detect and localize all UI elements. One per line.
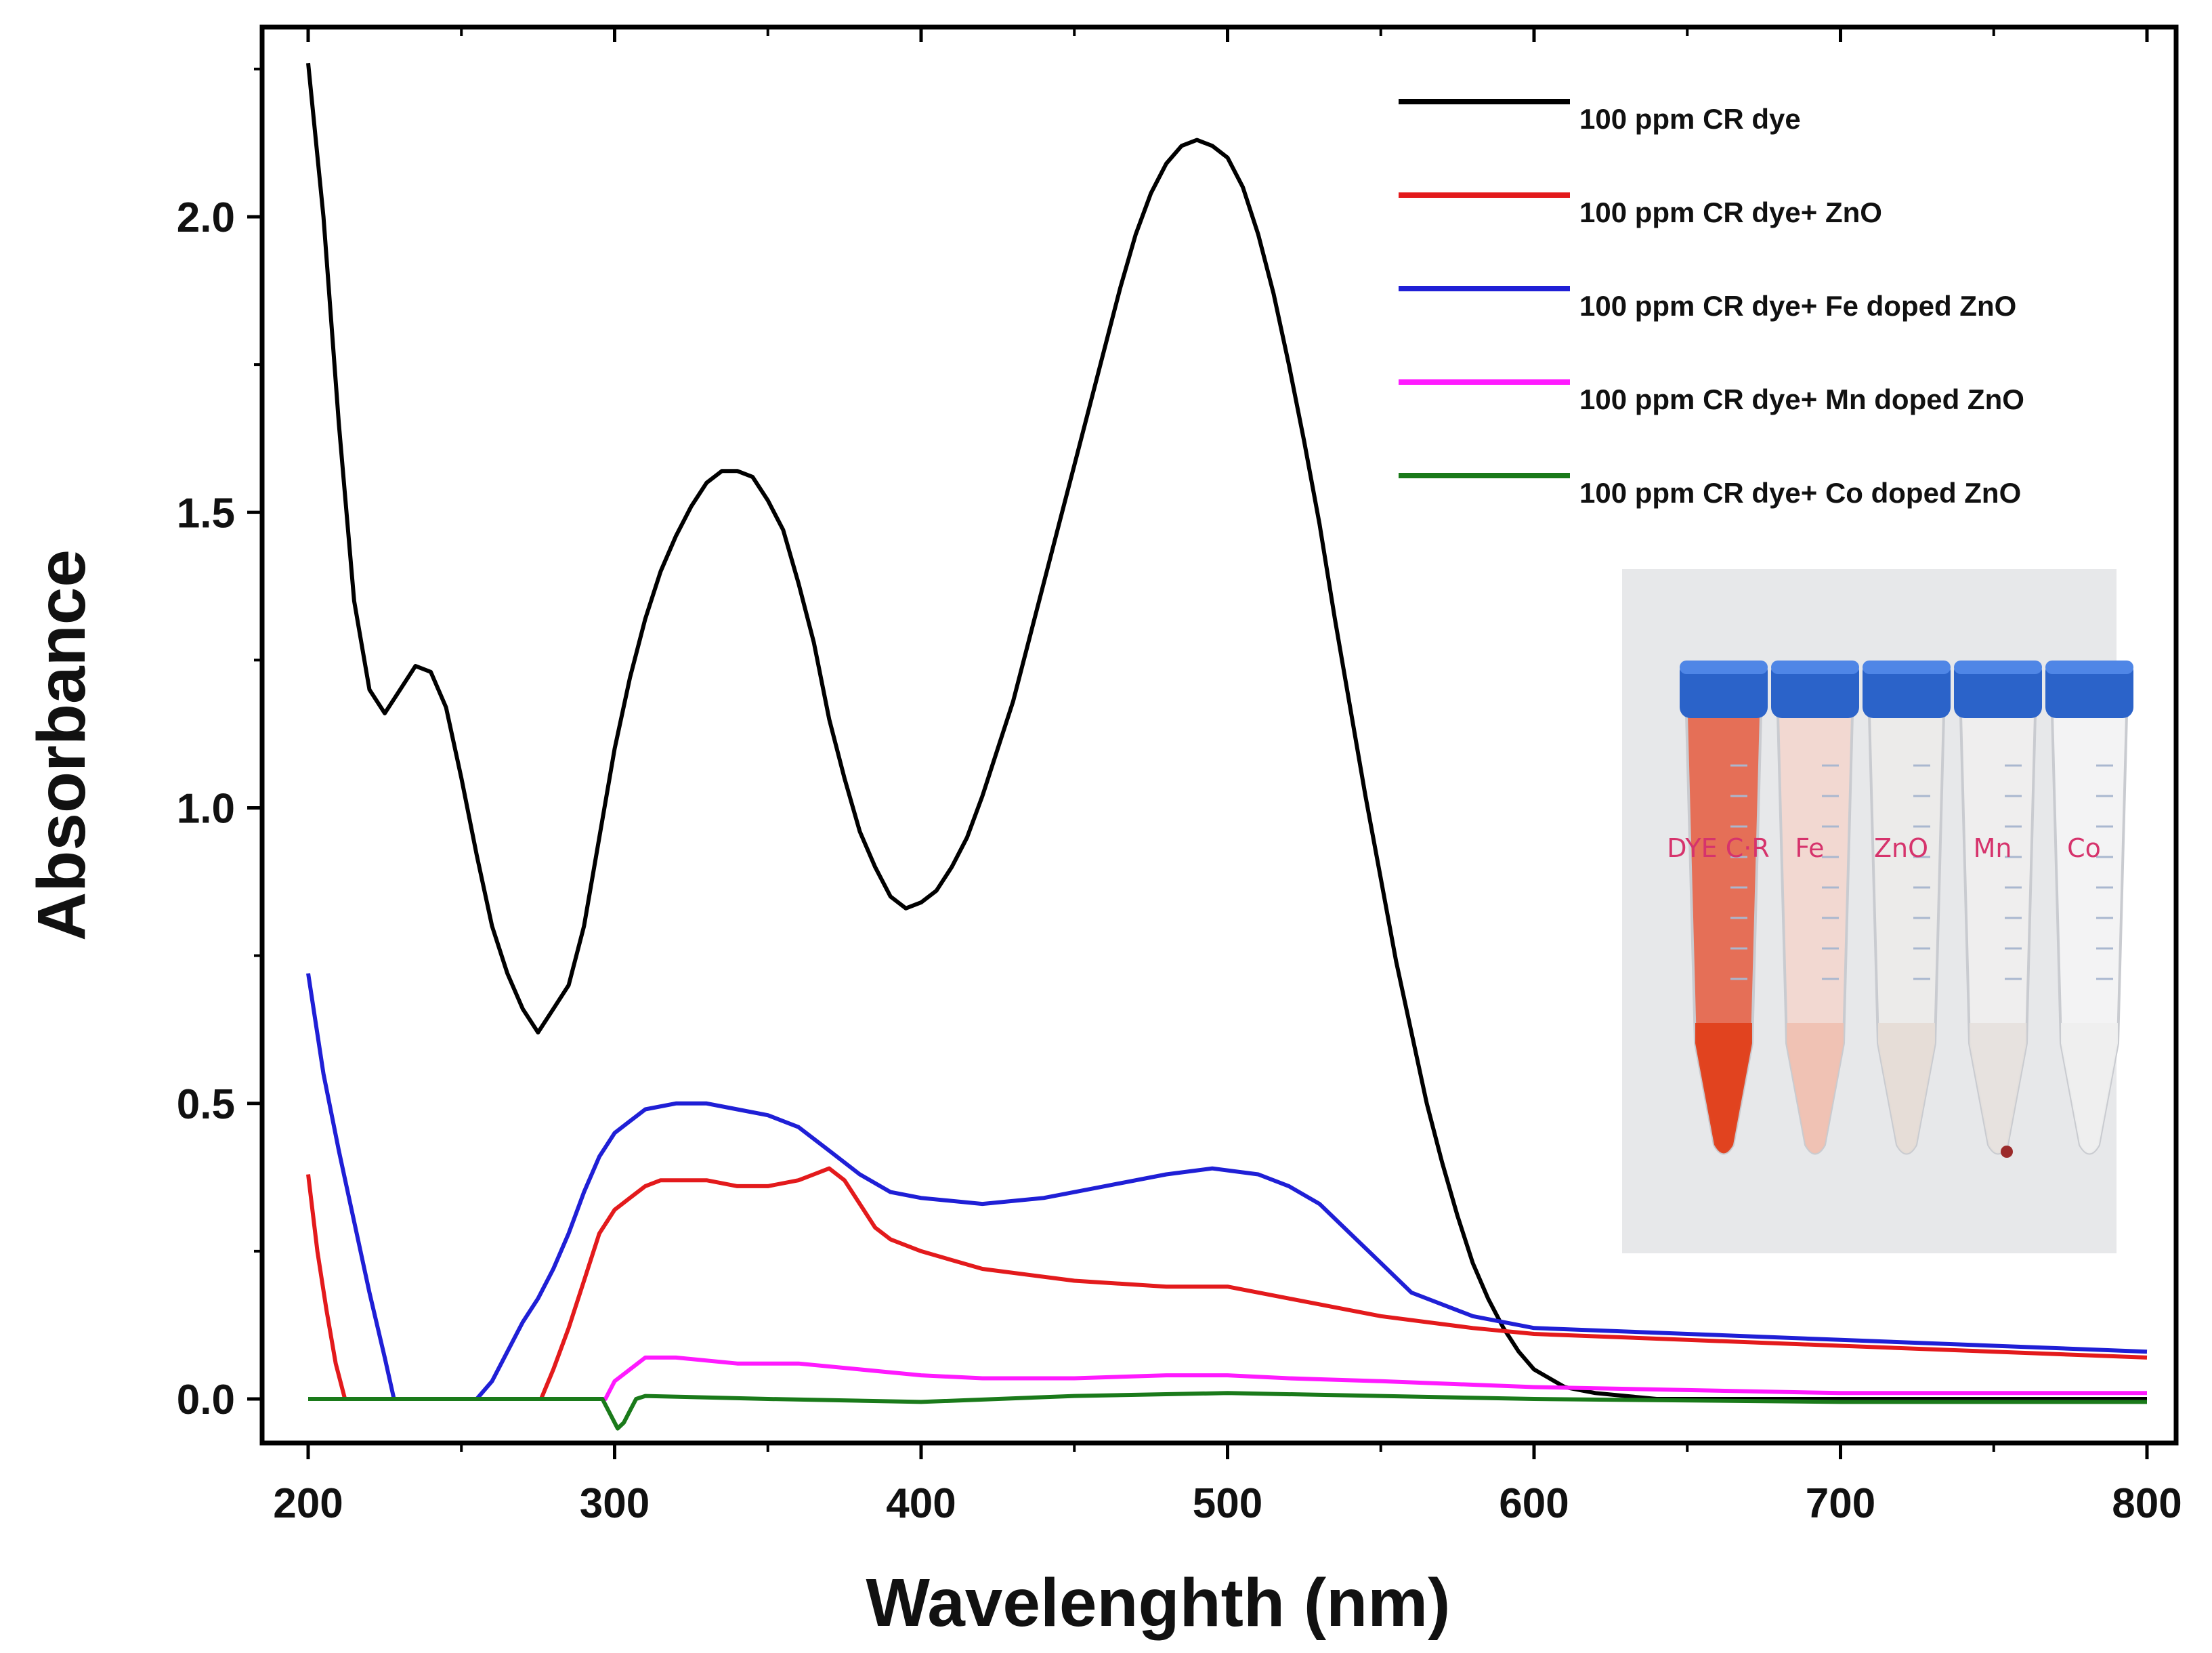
tube-cap-highlight — [2045, 661, 2133, 674]
sediment-dot — [2001, 1146, 2013, 1158]
y-tick-label: 2.0 — [177, 194, 235, 241]
x-tick-label: 800 — [2112, 1480, 2182, 1527]
legend-label-1: 100 ppm CR dye — [1579, 103, 1801, 135]
tube-label: ZnO — [1874, 833, 1928, 863]
legend-label-5: 100 ppm CR dye+ Co doped ZnO — [1579, 477, 2021, 509]
tube-label: Fe — [1795, 833, 1824, 863]
series-line-5 — [308, 1391, 2147, 1431]
tube-1: DYE C·R — [1667, 661, 1770, 1155]
tube-cap-highlight — [1680, 661, 1768, 674]
tube-cap — [1680, 661, 1768, 718]
y-tick-label: 1.0 — [177, 786, 235, 833]
plot-frame — [259, 24, 2179, 1446]
tube-cap-highlight — [1771, 661, 1859, 674]
tube-cap — [2045, 661, 2133, 718]
tube-2: Fe — [1771, 661, 1859, 1155]
tube-liquid — [1695, 1023, 1752, 1154]
y-tick-label: 1.5 — [177, 490, 235, 537]
legend-label-3: 100 ppm CR dye+ Fe doped ZnO — [1579, 290, 2016, 322]
y-axis-ticks: 0.0 0.5 1.0 1.5 2.0 — [177, 67, 262, 1423]
series-line-3 — [306, 973, 2148, 1401]
x-tick-label: 200 — [273, 1480, 343, 1527]
tube-liquid — [2061, 1023, 2118, 1154]
tube-5: Co — [2045, 661, 2133, 1155]
y-tick-label: 0.0 — [177, 1377, 235, 1423]
tube-cap — [1771, 661, 1859, 718]
tube-liquid — [1787, 1023, 1844, 1154]
tube-label: Co — [2067, 833, 2101, 863]
y-tick-label: 0.5 — [177, 1081, 235, 1128]
x-tick-label: 600 — [1499, 1480, 1569, 1527]
series-line-4 — [308, 1355, 2147, 1401]
tube-liquid — [1878, 1023, 1935, 1154]
inset-photo-tubes: DYE C·R Fe ZnO Mn Co — [1622, 569, 2133, 1253]
tube-cap — [1954, 661, 2042, 718]
y-axis-title: Absorbance — [24, 549, 100, 941]
tube-label: Mn — [1974, 833, 2012, 863]
series-line-2 — [306, 1166, 2148, 1401]
x-tick-label: 300 — [580, 1480, 650, 1527]
tube-4: Mn — [1954, 661, 2042, 1155]
x-tick-label: 500 — [1193, 1480, 1262, 1527]
tube-label: DYE C·R — [1667, 833, 1770, 863]
tube-cap-highlight — [1863, 661, 1951, 674]
x-axis-title: Wavelenghth (nm) — [866, 1565, 1451, 1641]
x-axis-ticks: 200 300 400 500 600 700 800 — [273, 27, 2182, 1527]
tube-3: ZnO — [1863, 661, 1951, 1155]
data-series — [306, 62, 2148, 1431]
tube-cap — [1863, 661, 1951, 718]
tube-cap-highlight — [1954, 661, 2042, 674]
legend-label-2: 100 ppm CR dye+ ZnO — [1579, 196, 1882, 228]
x-tick-label: 700 — [1806, 1480, 1875, 1527]
legend: 100 ppm CR dye 100 ppm CR dye+ ZnO 100 ppm… — [1399, 99, 2024, 509]
series-line-1 — [306, 62, 2147, 1401]
tube-liquid — [1970, 1023, 2026, 1154]
x-tick-label: 400 — [886, 1480, 956, 1527]
legend-label-4: 100 ppm CR dye+ Mn doped ZnO — [1579, 383, 2024, 415]
